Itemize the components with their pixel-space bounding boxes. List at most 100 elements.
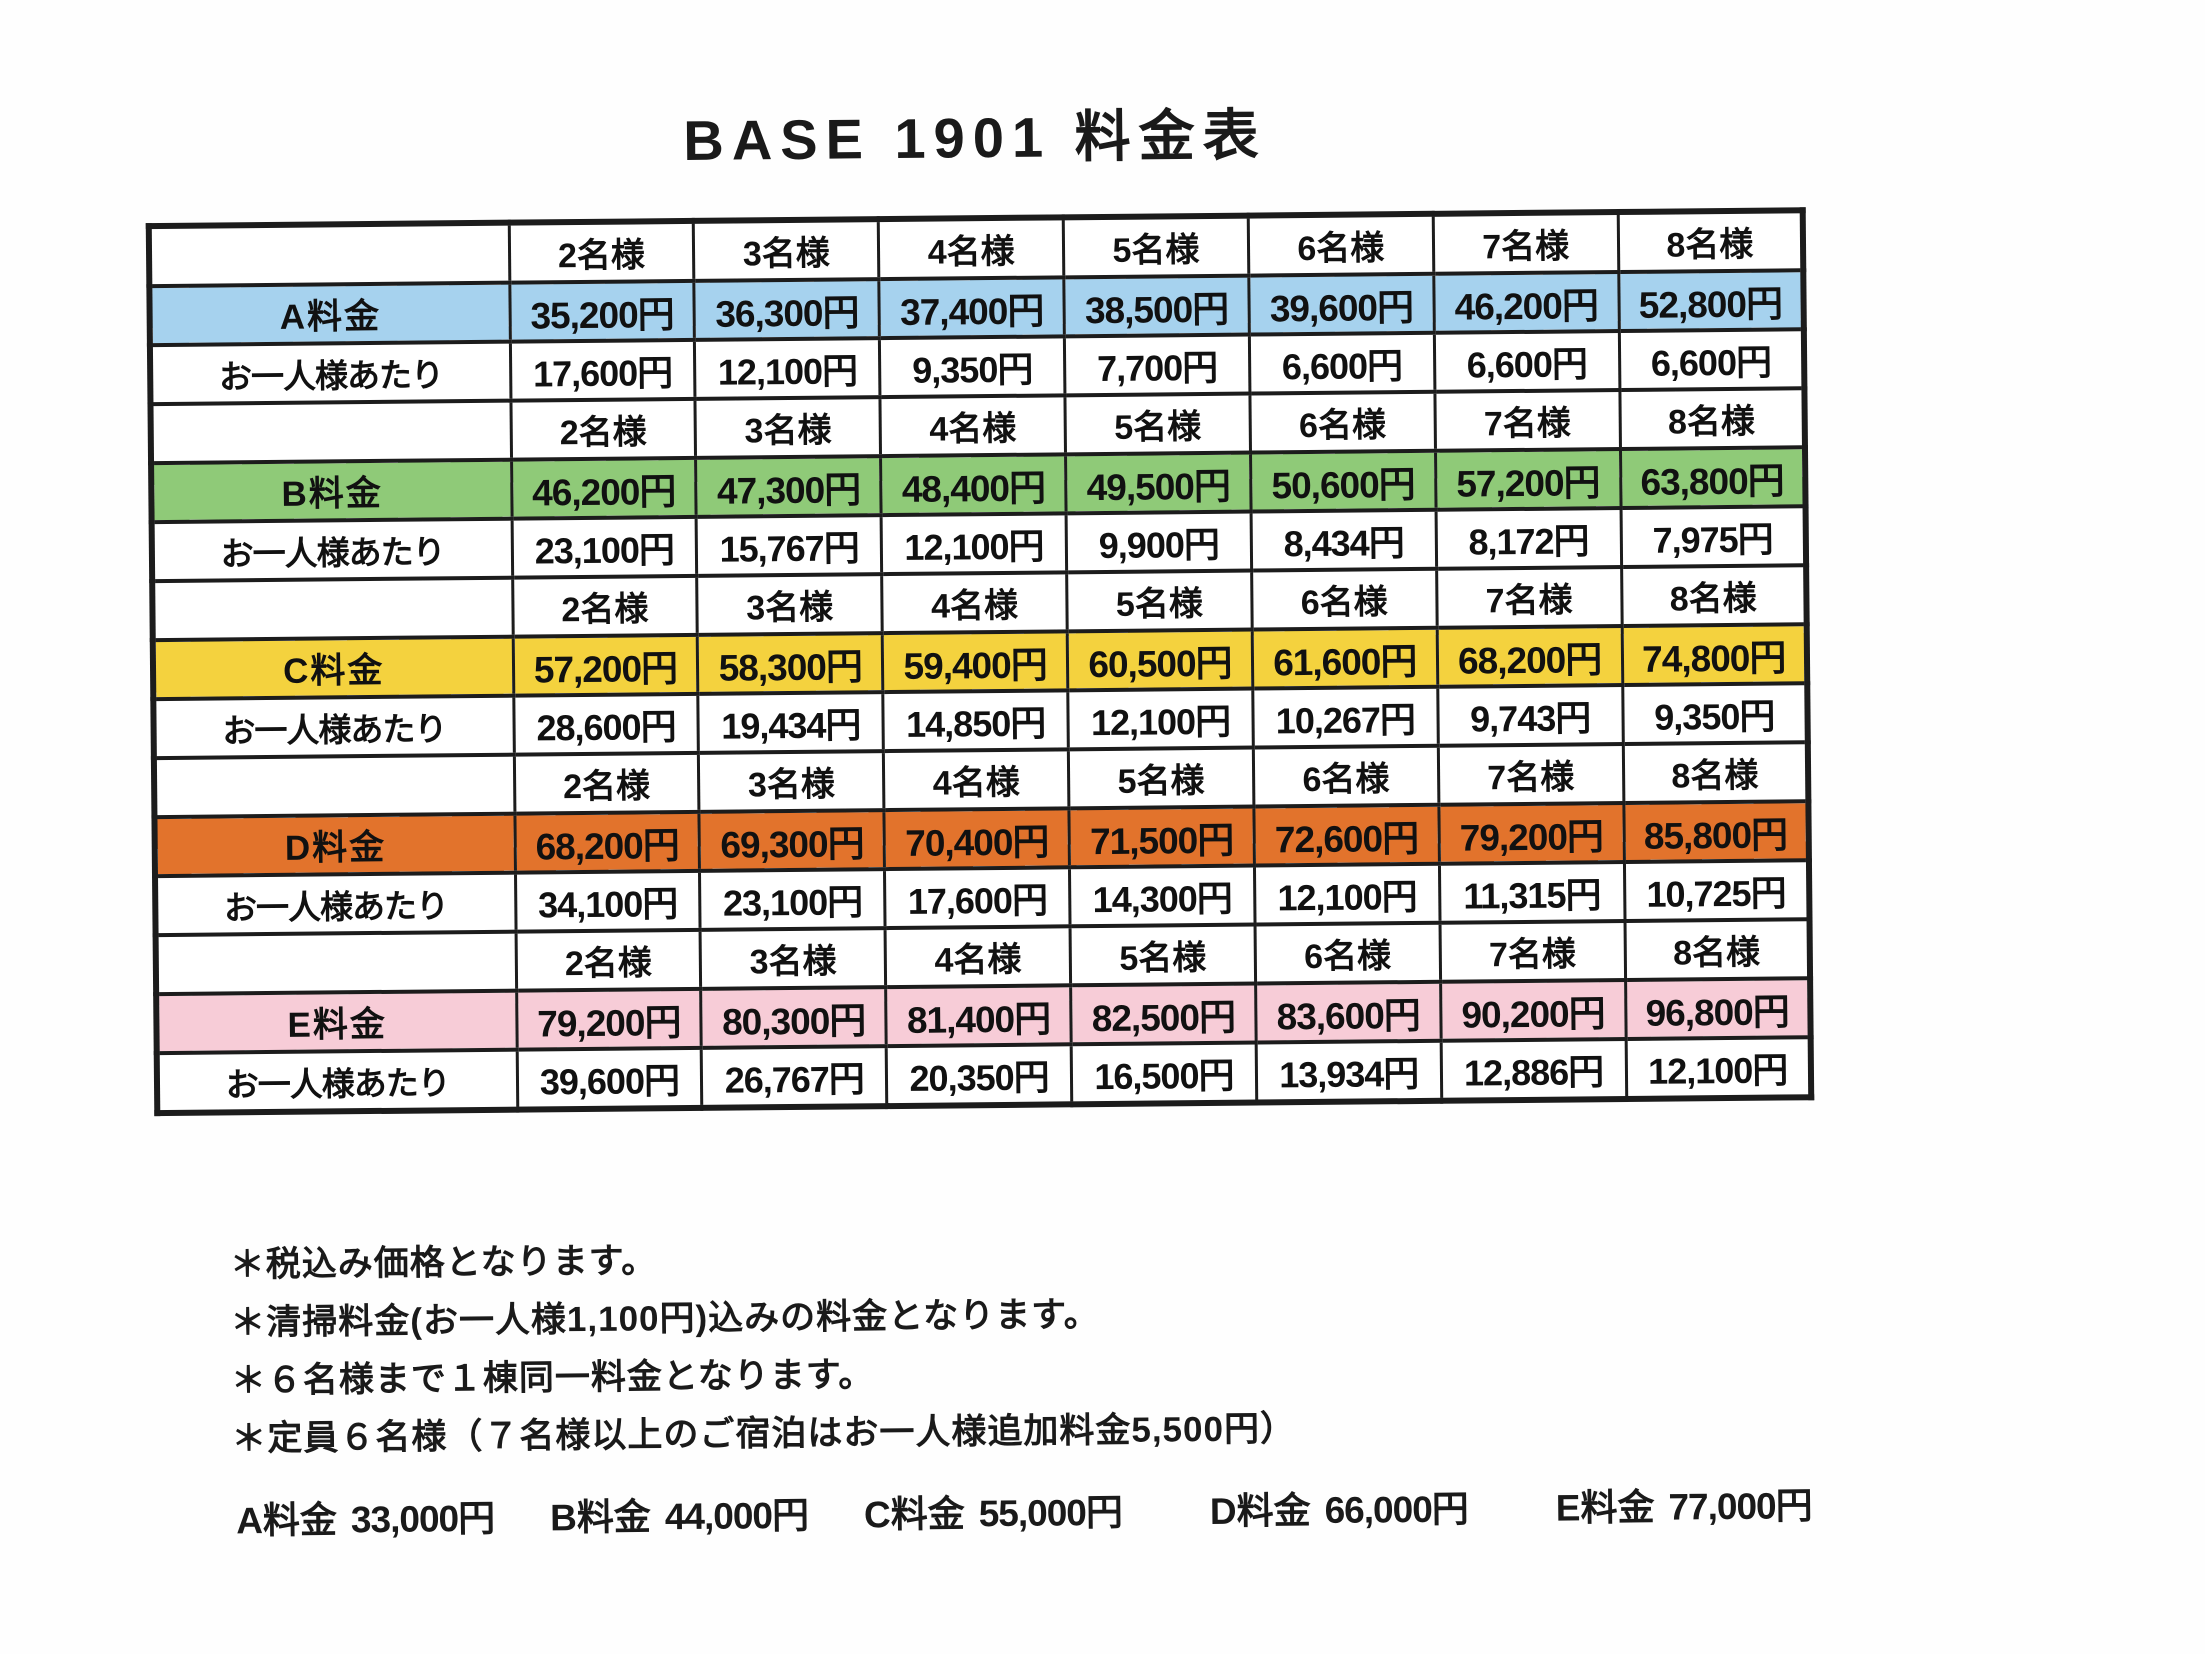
per-person-label-cell: お一人様あたり — [153, 695, 514, 759]
base-rate-label: B料金 — [549, 1496, 652, 1539]
guest-count-header: 5名様 — [1066, 570, 1253, 632]
guest-count-header: 6名様 — [1251, 568, 1437, 630]
base-rate-item: A料金 33,000円 — [236, 1488, 494, 1544]
per-person-price-cell: 9,350円 — [1622, 683, 1808, 745]
notes-block: ＊税込み価格となります。 ＊清掃料金(お一人様1,100円)込みの料金となります。… — [229, 1226, 1297, 1468]
price-cell: 47,300円 — [695, 456, 882, 517]
guest-count-header: 7名様 — [1438, 744, 1624, 805]
guest-count-header: 7名様 — [1439, 921, 1626, 982]
per-person-price-cell: 19,434円 — [698, 692, 884, 753]
price-cell: 63,800円 — [1620, 447, 1806, 509]
guest-count-header: 5名様 — [1064, 393, 1251, 455]
price-cell: 68,200円 — [514, 811, 700, 873]
per-person-price-cell: 9,743円 — [1437, 685, 1623, 746]
price-cell: 46,200円 — [511, 457, 697, 519]
per-person-price-cell: 16,500円 — [1071, 1042, 1257, 1105]
guest-count-header: 3名様 — [693, 219, 880, 281]
price-cell: 74,800円 — [1621, 624, 1808, 686]
price-cell: 70,400円 — [884, 808, 1070, 870]
price-cell: 90,200円 — [1440, 979, 1626, 1041]
per-person-price-cell: 39,600円 — [516, 1047, 703, 1110]
guest-count-header: 8名様 — [1621, 565, 1807, 627]
per-person-label-cell: お一人様あたり — [149, 341, 511, 405]
page-title: BASE 1901 料金表 — [683, 103, 1267, 172]
per-person-price-cell: 34,100円 — [514, 870, 701, 932]
rate-name-cell: B料金 — [151, 459, 512, 523]
price-cell: 72,600円 — [1253, 804, 1440, 866]
guest-count-header: 8名様 — [1619, 388, 1805, 450]
per-person-price-cell: 20,350円 — [886, 1044, 1072, 1107]
base-rate-price: 33,000円 — [350, 1497, 495, 1541]
base-rate-item: E料金 77,000円 — [1555, 1475, 1812, 1531]
price-cell: 50,600円 — [1250, 450, 1436, 512]
base-rate-price: 44,000円 — [664, 1494, 809, 1538]
base-rate-price: 55,000円 — [978, 1491, 1123, 1535]
price-cell: 79,200円 — [1438, 803, 1625, 864]
per-person-price-cell: 23,100円 — [511, 516, 698, 578]
price-cell: 82,500円 — [1070, 983, 1257, 1045]
per-person-price-cell: 10,725円 — [1624, 860, 1810, 922]
guest-count-header: 4名様 — [881, 572, 1068, 634]
base-rates-row: A料金 33,000円 B料金 44,000円 C料金 55,000円 D料金 66,000円… — [236, 1473, 2016, 1544]
note-line: ＊清掃料金(お一人様1,100円)込みの料金となります。 — [230, 1295, 1100, 1343]
guest-count-header: 7名様 — [1436, 567, 1622, 628]
guest-count-header: 6名様 — [1253, 745, 1439, 807]
per-person-price-cell: 6,600円 — [1618, 329, 1805, 391]
per-person-price-cell: 14,850円 — [882, 690, 1069, 752]
price-cell: 79,200円 — [516, 988, 702, 1050]
guest-count-header: 6名様 — [1249, 391, 1436, 453]
blank-cell — [148, 222, 510, 287]
per-person-price-cell: 6,600円 — [1249, 332, 1435, 394]
price-cell: 80,300円 — [700, 987, 887, 1048]
base-rate-label: A料金 — [236, 1499, 338, 1542]
blank-cell — [152, 577, 513, 641]
guest-count-header: 4名様 — [883, 749, 1069, 811]
per-person-price-cell: 15,767円 — [696, 515, 882, 576]
price-cell: 57,200円 — [1435, 449, 1621, 510]
guest-count-header: 2名様 — [510, 398, 696, 460]
guest-count-header: 4名様 — [880, 395, 1066, 457]
price-cell: 81,400円 — [885, 985, 1072, 1047]
blank-cell — [150, 400, 512, 464]
guest-count-header: 8名様 — [1624, 919, 1811, 980]
per-person-price-cell: 12,100円 — [881, 513, 1067, 575]
price-cell: 36,300円 — [694, 279, 880, 340]
per-person-price-cell: 7,975円 — [1620, 506, 1807, 568]
note-line: ＊税込み価格となります。 — [229, 1241, 658, 1285]
per-person-price-cell: 23,100円 — [699, 869, 886, 930]
per-person-price-cell: 14,300円 — [1069, 865, 1255, 927]
note-line: ＊６名様まで１棟同一料金となります。 — [230, 1355, 875, 1401]
per-person-price-cell: 7,700円 — [1064, 334, 1250, 396]
price-cell: 68,200円 — [1436, 626, 1623, 687]
per-person-price-cell: 8,172円 — [1435, 508, 1622, 569]
price-cell: 49,500円 — [1065, 452, 1251, 514]
price-cell: 57,200円 — [512, 634, 699, 696]
guest-count-header: 7名様 — [1434, 390, 1621, 451]
per-person-price-cell: 12,100円 — [1067, 688, 1254, 750]
blank-cell — [155, 931, 517, 995]
rate-name-cell: D料金 — [154, 813, 515, 877]
guest-count-header: 2名様 — [515, 929, 701, 991]
base-rate-label: C料金 — [863, 1493, 965, 1536]
guest-count-header: 8名様 — [1622, 742, 1809, 804]
guest-count-header: 5名様 — [1068, 747, 1254, 809]
per-person-price-cell: 17,600円 — [884, 867, 1071, 929]
base-rate-item: D料金 66,000円 — [1210, 1479, 1468, 1535]
per-person-price-cell: 6,600円 — [1434, 331, 1620, 392]
per-person-price-cell: 28,600円 — [513, 693, 699, 755]
per-person-price-cell: 12,100円 — [1254, 863, 1440, 925]
per-person-price-cell: 9,350円 — [879, 336, 1065, 398]
price-cell: 39,600円 — [1248, 273, 1435, 335]
guest-count-header: 4名様 — [878, 217, 1064, 280]
price-cell: 60,500円 — [1067, 629, 1253, 691]
guest-count-header: 8名様 — [1617, 210, 1804, 273]
note-line: ＊定員６名様（７名様以上のご宿泊はお一人様追加料金5,500円） — [231, 1409, 1297, 1459]
rate-name-cell: E料金 — [156, 990, 517, 1054]
guest-count-header: 3名様 — [700, 928, 886, 989]
per-person-price-cell: 12,886円 — [1440, 1038, 1627, 1101]
per-person-price-cell: 12,100円 — [1625, 1037, 1812, 1099]
base-rate-label: D料金 — [1209, 1490, 1311, 1533]
rate-name-cell: A料金 — [149, 282, 510, 346]
base-rate-item: C料金 55,000円 — [864, 1482, 1122, 1538]
